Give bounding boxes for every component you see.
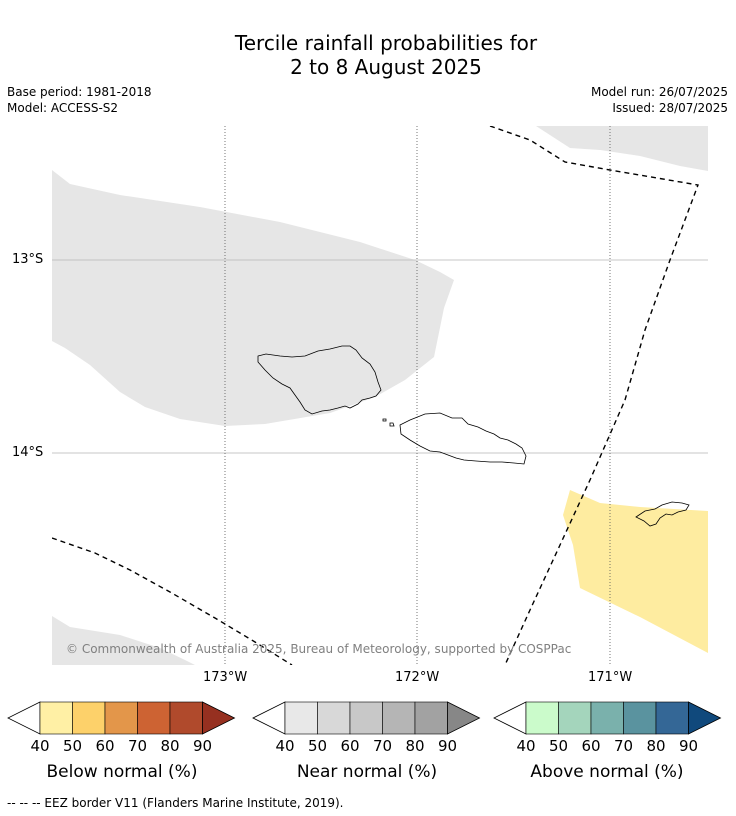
colorbar-below-box-0 <box>39 701 73 735</box>
colorbar-above-low-extend <box>493 701 527 735</box>
savaii-island <box>257 345 382 415</box>
colorbar-above-tick-90: 90 <box>679 737 698 755</box>
lon-label-171w: 171°W <box>588 670 633 685</box>
colorbar-near-box-0 <box>284 701 318 735</box>
colorbar-near-box-4 <box>414 701 448 735</box>
colorbar-below-box-4 <box>169 701 203 735</box>
colorbar-below-low-extend <box>7 701 41 735</box>
near-normal-region-main <box>52 170 454 426</box>
colorbar-above-box-3 <box>623 701 657 735</box>
title-line-2: 2 to 8 August 2025 <box>290 55 482 79</box>
near-normal-region-ne <box>536 126 708 171</box>
colorbar-near-box-3 <box>382 701 416 735</box>
colorbar-above-box-1 <box>558 701 592 735</box>
colorbar-above-tick-60: 60 <box>581 737 600 755</box>
colorbar-group: 40 50 60 70 80 90 40 50 60 70 80 90 40 50 60 70 80 90 <box>7 701 722 755</box>
colorbar-below-box-2 <box>104 701 138 735</box>
colorbar-above-tick-40: 40 <box>516 737 535 755</box>
colorbar-near-tick-90: 90 <box>438 737 457 755</box>
colorbar-label-below: Below normal (%) <box>46 762 198 782</box>
colorbar-near-tick-50: 50 <box>308 737 327 755</box>
eez-footnote: -- -- -- EEZ border V11 (Flanders Marine… <box>7 796 344 810</box>
colorbar-near-tick-40: 40 <box>275 737 294 755</box>
colorbar-label-above: Above normal (%) <box>530 762 684 782</box>
base-period: Base period: 1981-2018 <box>7 85 152 99</box>
map-title: Tercile rainfall probabilities for 2 to … <box>0 31 736 79</box>
issued-date: Issued: 28/07/2025 <box>612 101 728 115</box>
colorbar-below-high-extend <box>202 701 236 735</box>
model-run: Model run: 26/07/2025 <box>590 85 728 99</box>
lon-label-172w: 172°W <box>395 670 440 685</box>
colorbar-near-low-extend <box>252 701 286 735</box>
model-name: Model: ACCESS-S2 <box>7 101 119 115</box>
colorbar-near-box-2 <box>349 701 383 735</box>
colorbar-near-tick-80: 80 <box>405 737 424 755</box>
colorbar-above-tick-80: 80 <box>646 737 665 755</box>
colorbar-above-tick-70: 70 <box>614 737 633 755</box>
copyright-text: © Commonwealth of Australia 2025, Bureau… <box>66 642 571 656</box>
colorbar-below-box-3 <box>137 701 171 735</box>
below-normal-region <box>563 490 708 653</box>
lat-label-14s: 14°S <box>12 445 44 460</box>
lon-label-173w: 173°W <box>203 670 248 685</box>
lat-label-13s: 13°S <box>12 252 44 267</box>
colorbar-below-tick-60: 60 <box>95 737 114 755</box>
colorbar-near-tick-60: 60 <box>340 737 359 755</box>
colorbar-label-near: Near normal (%) <box>296 762 438 782</box>
title-line-1: Tercile rainfall probabilities for <box>234 31 538 55</box>
colorbar-above-high-extend <box>688 701 722 735</box>
colorbar-above-box-4 <box>655 701 689 735</box>
colorbar-above-box-2 <box>590 701 624 735</box>
meta-right: Model run: 26/07/2025 Issued: 28/07/2025 <box>591 84 728 116</box>
colorbar-below-tick-40: 40 <box>30 737 49 755</box>
colorbar-near-tick-70: 70 <box>373 737 392 755</box>
colorbar-below-tick-70: 70 <box>128 737 147 755</box>
colorbar-below-box-1 <box>72 701 106 735</box>
map-panel: © Commonwealth of Australia 2025, Bureau… <box>52 126 708 665</box>
manono-apolima <box>382 418 395 427</box>
colorbar-below-tick-50: 50 <box>63 737 82 755</box>
colorbar-near-high-extend <box>447 701 481 735</box>
eez-border-east <box>489 126 699 665</box>
colorbar-above-tick-50: 50 <box>549 737 568 755</box>
near-normal-region-sw <box>52 616 195 665</box>
colorbar-below-tick-90: 90 <box>193 737 212 755</box>
colorbar-above-box-0 <box>525 701 559 735</box>
upolu-island <box>399 412 527 465</box>
tutuila-island <box>635 501 690 527</box>
colorbar-near-box-1 <box>317 701 351 735</box>
colorbar-below-tick-80: 80 <box>160 737 179 755</box>
meta-left: Base period: 1981-2018 Model: ACCESS-S2 <box>7 84 152 116</box>
eez-border-west <box>52 537 293 665</box>
